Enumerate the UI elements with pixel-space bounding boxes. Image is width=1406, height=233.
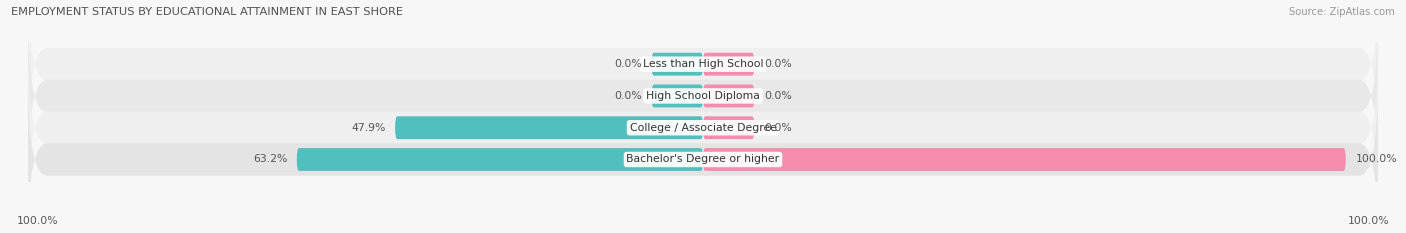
Text: 47.9%: 47.9% — [352, 123, 385, 133]
Text: College / Associate Degree: College / Associate Degree — [630, 123, 776, 133]
Text: 0.0%: 0.0% — [763, 59, 792, 69]
FancyBboxPatch shape — [28, 49, 1378, 207]
Text: 0.0%: 0.0% — [614, 59, 643, 69]
FancyBboxPatch shape — [28, 80, 1378, 233]
Text: High School Diploma: High School Diploma — [647, 91, 759, 101]
FancyBboxPatch shape — [395, 116, 703, 139]
Text: 100.0%: 100.0% — [17, 216, 59, 226]
Text: 0.0%: 0.0% — [763, 123, 792, 133]
FancyBboxPatch shape — [297, 148, 703, 171]
Text: 63.2%: 63.2% — [253, 154, 287, 164]
FancyBboxPatch shape — [28, 0, 1378, 143]
FancyBboxPatch shape — [651, 85, 703, 107]
FancyBboxPatch shape — [703, 148, 1346, 171]
FancyBboxPatch shape — [703, 53, 755, 76]
Text: EMPLOYMENT STATUS BY EDUCATIONAL ATTAINMENT IN EAST SHORE: EMPLOYMENT STATUS BY EDUCATIONAL ATTAINM… — [11, 7, 404, 17]
Text: Bachelor's Degree or higher: Bachelor's Degree or higher — [627, 154, 779, 164]
Text: 100.0%: 100.0% — [1347, 216, 1389, 226]
Text: 0.0%: 0.0% — [763, 91, 792, 101]
FancyBboxPatch shape — [703, 85, 755, 107]
Text: Source: ZipAtlas.com: Source: ZipAtlas.com — [1289, 7, 1395, 17]
FancyBboxPatch shape — [28, 17, 1378, 175]
FancyBboxPatch shape — [651, 53, 703, 76]
Text: 0.0%: 0.0% — [614, 91, 643, 101]
Text: Less than High School: Less than High School — [643, 59, 763, 69]
Text: 100.0%: 100.0% — [1355, 154, 1398, 164]
FancyBboxPatch shape — [703, 116, 755, 139]
